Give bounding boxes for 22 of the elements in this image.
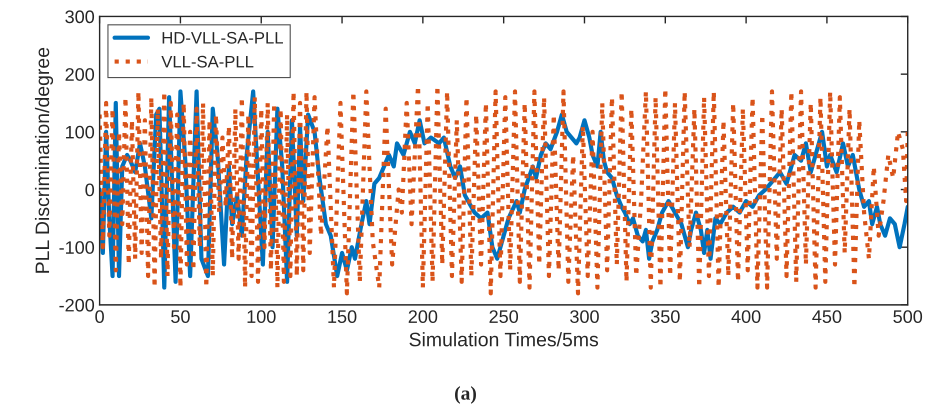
x-tick-label: 500 (893, 310, 922, 324)
x-tick-label: 100 (248, 310, 276, 324)
x-tick-label: 150 (328, 310, 356, 324)
x-tick-label: 250 (490, 310, 518, 324)
x-tick-label: 450 (812, 310, 842, 324)
y-tick-label: 100 (66, 126, 94, 139)
x-tick-label: 400 (731, 310, 760, 324)
y-tick-label: 200 (66, 68, 94, 81)
y-tick-label: 0 (85, 183, 94, 196)
x-tick-label: 0 (95, 310, 104, 324)
text: (a) (455, 386, 476, 404)
x-axis-title: Simulation Times/5ms (409, 332, 598, 346)
x-tick-label: 350 (650, 310, 680, 324)
x-tick-label: 300 (570, 310, 599, 324)
y-tick-label: 300 (65, 10, 94, 24)
y-tick-label: -200 (59, 298, 94, 312)
y-tick-label: -100 (59, 241, 94, 254)
y-axis-title: PLL Discrimination/degree (34, 48, 54, 273)
legend-label: VLL-SA-PLL (161, 56, 254, 68)
legend-label: HD-VLL-SA-PLL (162, 32, 283, 44)
x-tick-label: 50 (171, 310, 190, 324)
x-tick-label: 200 (408, 310, 438, 324)
